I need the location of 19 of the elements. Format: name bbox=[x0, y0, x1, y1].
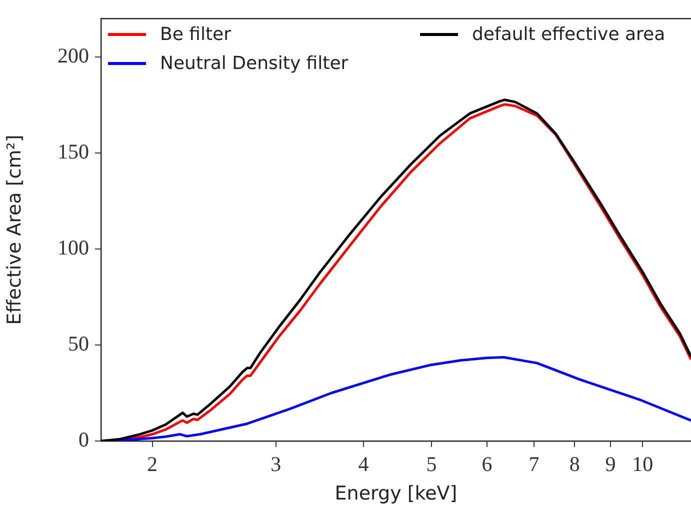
y-tick-label: 200 bbox=[58, 44, 89, 68]
x-tick-label: 4 bbox=[358, 452, 370, 476]
x-tick-label: 8 bbox=[569, 452, 580, 476]
x-tick-label: 10 bbox=[632, 452, 654, 476]
legend-label: Be filter bbox=[160, 24, 232, 45]
y-tick-label: 0 bbox=[78, 428, 89, 452]
x-tick-label: 6 bbox=[482, 452, 492, 476]
y-axis-title: Effective Area [cm²] bbox=[3, 134, 26, 325]
y-tick-label: 50 bbox=[68, 332, 89, 356]
legend-label: default effective area bbox=[472, 24, 666, 45]
y-tick-label: 150 bbox=[58, 140, 89, 164]
x-tick-label: 7 bbox=[528, 452, 540, 476]
x-tick-label: 3 bbox=[270, 452, 282, 476]
x-axis-title: Energy [keV] bbox=[334, 482, 458, 505]
x-tick-label: 9 bbox=[605, 452, 616, 476]
legend-label: Neutral Density filter bbox=[160, 53, 348, 74]
x-tick-label: 2 bbox=[147, 452, 158, 476]
y-tick-label: 100 bbox=[58, 236, 89, 260]
x-tick-label: 5 bbox=[426, 452, 437, 476]
